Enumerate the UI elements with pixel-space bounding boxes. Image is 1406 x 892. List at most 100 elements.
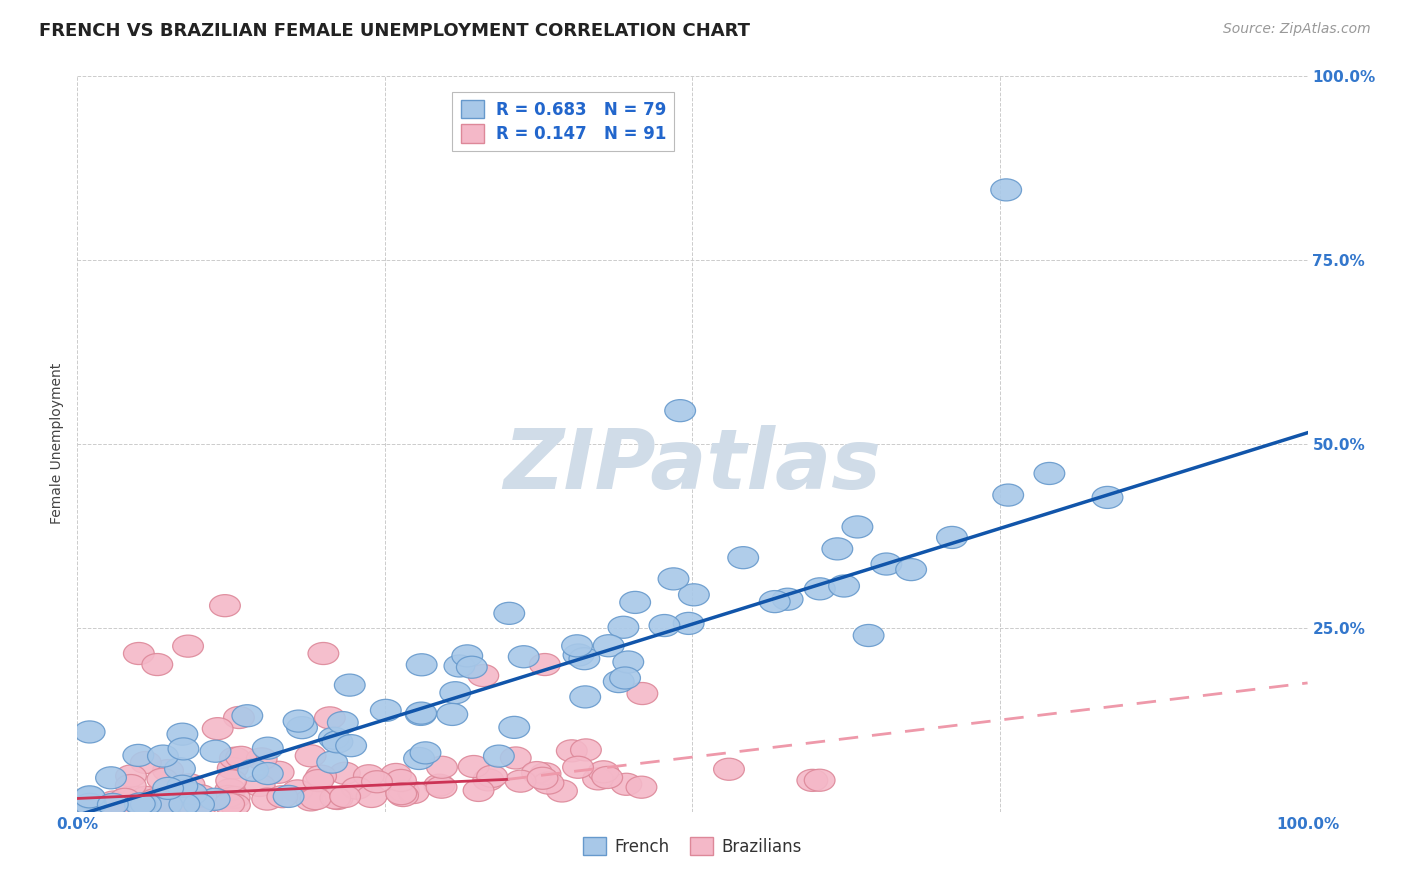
Ellipse shape [592,766,623,789]
Ellipse shape [110,789,141,810]
Ellipse shape [993,484,1024,506]
Text: ZIPatlas: ZIPatlas [503,425,882,507]
Ellipse shape [219,787,250,808]
Ellipse shape [295,745,326,767]
Ellipse shape [437,704,468,725]
Ellipse shape [828,575,859,597]
Ellipse shape [406,702,437,724]
Ellipse shape [127,795,157,817]
Ellipse shape [1092,486,1123,508]
Text: FRENCH VS BRAZILIAN FEMALE UNEMPLOYMENT CORRELATION CHART: FRENCH VS BRAZILIAN FEMALE UNEMPLOYMENT … [39,22,751,40]
Ellipse shape [146,794,177,816]
Ellipse shape [224,706,254,729]
Ellipse shape [353,764,384,787]
Ellipse shape [627,682,658,705]
Ellipse shape [218,757,247,780]
Ellipse shape [200,740,231,763]
Ellipse shape [804,578,835,600]
Ellipse shape [505,770,536,792]
Ellipse shape [124,793,155,815]
Ellipse shape [823,538,852,560]
Ellipse shape [484,745,515,767]
Ellipse shape [96,767,127,789]
Text: Source: ZipAtlas.com: Source: ZipAtlas.com [1223,22,1371,37]
Ellipse shape [853,624,884,647]
Ellipse shape [582,768,613,790]
Ellipse shape [370,699,401,722]
Ellipse shape [870,553,901,575]
Ellipse shape [593,635,624,657]
Ellipse shape [804,769,835,791]
Ellipse shape [177,782,207,805]
Ellipse shape [336,735,367,756]
Ellipse shape [174,773,205,796]
Ellipse shape [131,790,162,813]
Ellipse shape [200,789,231,810]
Ellipse shape [232,705,263,727]
Ellipse shape [342,777,373,799]
Ellipse shape [163,790,194,813]
Ellipse shape [650,615,681,637]
Ellipse shape [457,657,488,678]
Ellipse shape [295,789,326,811]
Ellipse shape [612,773,641,796]
Ellipse shape [214,793,245,815]
Ellipse shape [142,654,173,675]
Ellipse shape [405,704,436,725]
Ellipse shape [1033,462,1064,484]
Ellipse shape [131,787,162,808]
Ellipse shape [588,761,619,783]
Ellipse shape [96,794,127,816]
Ellipse shape [607,616,638,639]
Ellipse shape [75,787,105,809]
Ellipse shape [463,780,494,802]
Ellipse shape [626,776,657,798]
Ellipse shape [186,785,217,807]
Ellipse shape [569,686,600,708]
Ellipse shape [561,635,592,657]
Ellipse shape [273,785,304,807]
Ellipse shape [187,794,218,816]
Ellipse shape [425,774,454,797]
Ellipse shape [658,568,689,590]
Legend: French, Brazilians: French, Brazilians [576,830,808,863]
Ellipse shape [159,796,190,818]
Ellipse shape [406,654,437,676]
Ellipse shape [169,738,198,760]
Ellipse shape [98,791,129,813]
Ellipse shape [356,786,387,807]
Ellipse shape [167,723,198,745]
Ellipse shape [404,747,434,770]
Ellipse shape [772,588,803,610]
Ellipse shape [153,760,183,781]
Ellipse shape [388,780,419,802]
Ellipse shape [76,793,107,815]
Ellipse shape [319,727,349,749]
Ellipse shape [509,646,538,668]
Ellipse shape [530,763,561,785]
Ellipse shape [165,757,195,780]
Ellipse shape [238,759,269,781]
Ellipse shape [141,789,172,812]
Ellipse shape [571,739,602,761]
Ellipse shape [557,739,588,762]
Ellipse shape [115,774,146,797]
Ellipse shape [253,763,283,785]
Ellipse shape [426,756,457,779]
Ellipse shape [183,788,214,810]
Ellipse shape [451,645,482,667]
Ellipse shape [385,770,416,791]
Ellipse shape [329,763,360,784]
Ellipse shape [315,706,346,729]
Ellipse shape [530,654,560,675]
Ellipse shape [411,742,441,764]
Ellipse shape [322,788,353,810]
Ellipse shape [75,786,105,808]
Ellipse shape [246,747,277,770]
Ellipse shape [569,648,600,670]
Ellipse shape [305,765,336,787]
Ellipse shape [184,793,214,815]
Ellipse shape [499,716,530,739]
Ellipse shape [215,779,246,801]
Ellipse shape [522,762,553,784]
